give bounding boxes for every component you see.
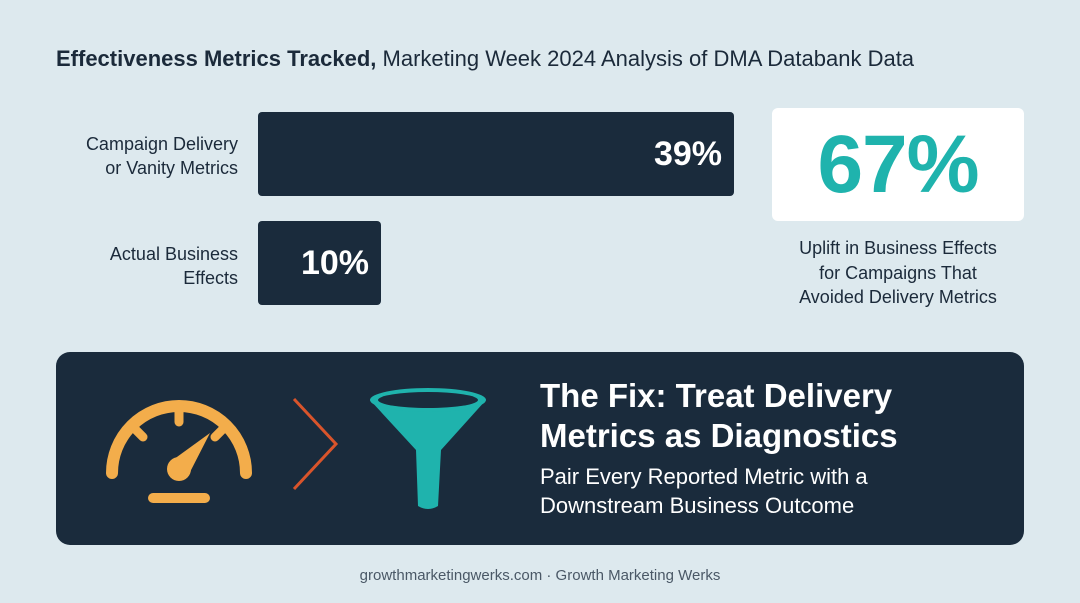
bar-label-delivery: Campaign Delivery or Vanity Metrics xyxy=(86,132,238,180)
fix-subtitle: Pair Every Reported Metric with a Downst… xyxy=(540,462,1010,520)
stat-caption-line: for Campaigns That xyxy=(819,262,977,283)
bar-value-label: 39% xyxy=(653,134,722,173)
fix-subtitle-line: Pair Every Reported Metric with a xyxy=(540,464,868,489)
bar-value-label: 10% xyxy=(300,243,369,282)
bar-delivery: 39% xyxy=(258,112,734,196)
stat-caption: Uplift in Business Effects for Campaigns… xyxy=(772,236,1024,310)
bar-label-line: Effects xyxy=(183,268,238,288)
fix-title: The Fix: Treat Delivery Metrics as Diagn… xyxy=(540,376,1010,456)
chart-title-rest: Marketing Week 2024 Analysis of DMA Data… xyxy=(376,46,915,71)
stat-value: 67% xyxy=(817,118,979,210)
stat-caption-line: Avoided Delivery Metrics xyxy=(799,287,997,307)
fix-title-line: The Fix: Treat Delivery xyxy=(540,377,893,414)
bar-label-line: Actual Business xyxy=(109,244,238,264)
fix-title-line: Metrics as Diagnostics xyxy=(540,417,898,454)
funnel-icon xyxy=(370,388,486,509)
bar-label-line: Campaign Delivery xyxy=(85,134,238,154)
footer-credit: growthmarketingwerks.com · Growth Market… xyxy=(359,567,721,584)
bar-label-line: or Vanity Metrics xyxy=(105,158,238,178)
bar-business: 10% xyxy=(258,221,381,305)
fix-panel: The Fix: Treat Delivery Metrics as Diagn… xyxy=(56,352,1024,545)
chevron-right-icon xyxy=(292,397,339,491)
stat-card: 67% xyxy=(772,108,1024,221)
bar-label-business: Actual Business Effects xyxy=(110,242,238,290)
chart-title-bold: Effectiveness Metrics Tracked, xyxy=(56,46,377,71)
fix-subtitle-line: Downstream Business Outcome xyxy=(540,493,855,518)
speedometer-icon xyxy=(106,400,252,503)
chart-title: Effectiveness Metrics Tracked, Marketing… xyxy=(56,46,914,72)
stat-caption-line: Uplift in Business Effects xyxy=(799,238,997,258)
